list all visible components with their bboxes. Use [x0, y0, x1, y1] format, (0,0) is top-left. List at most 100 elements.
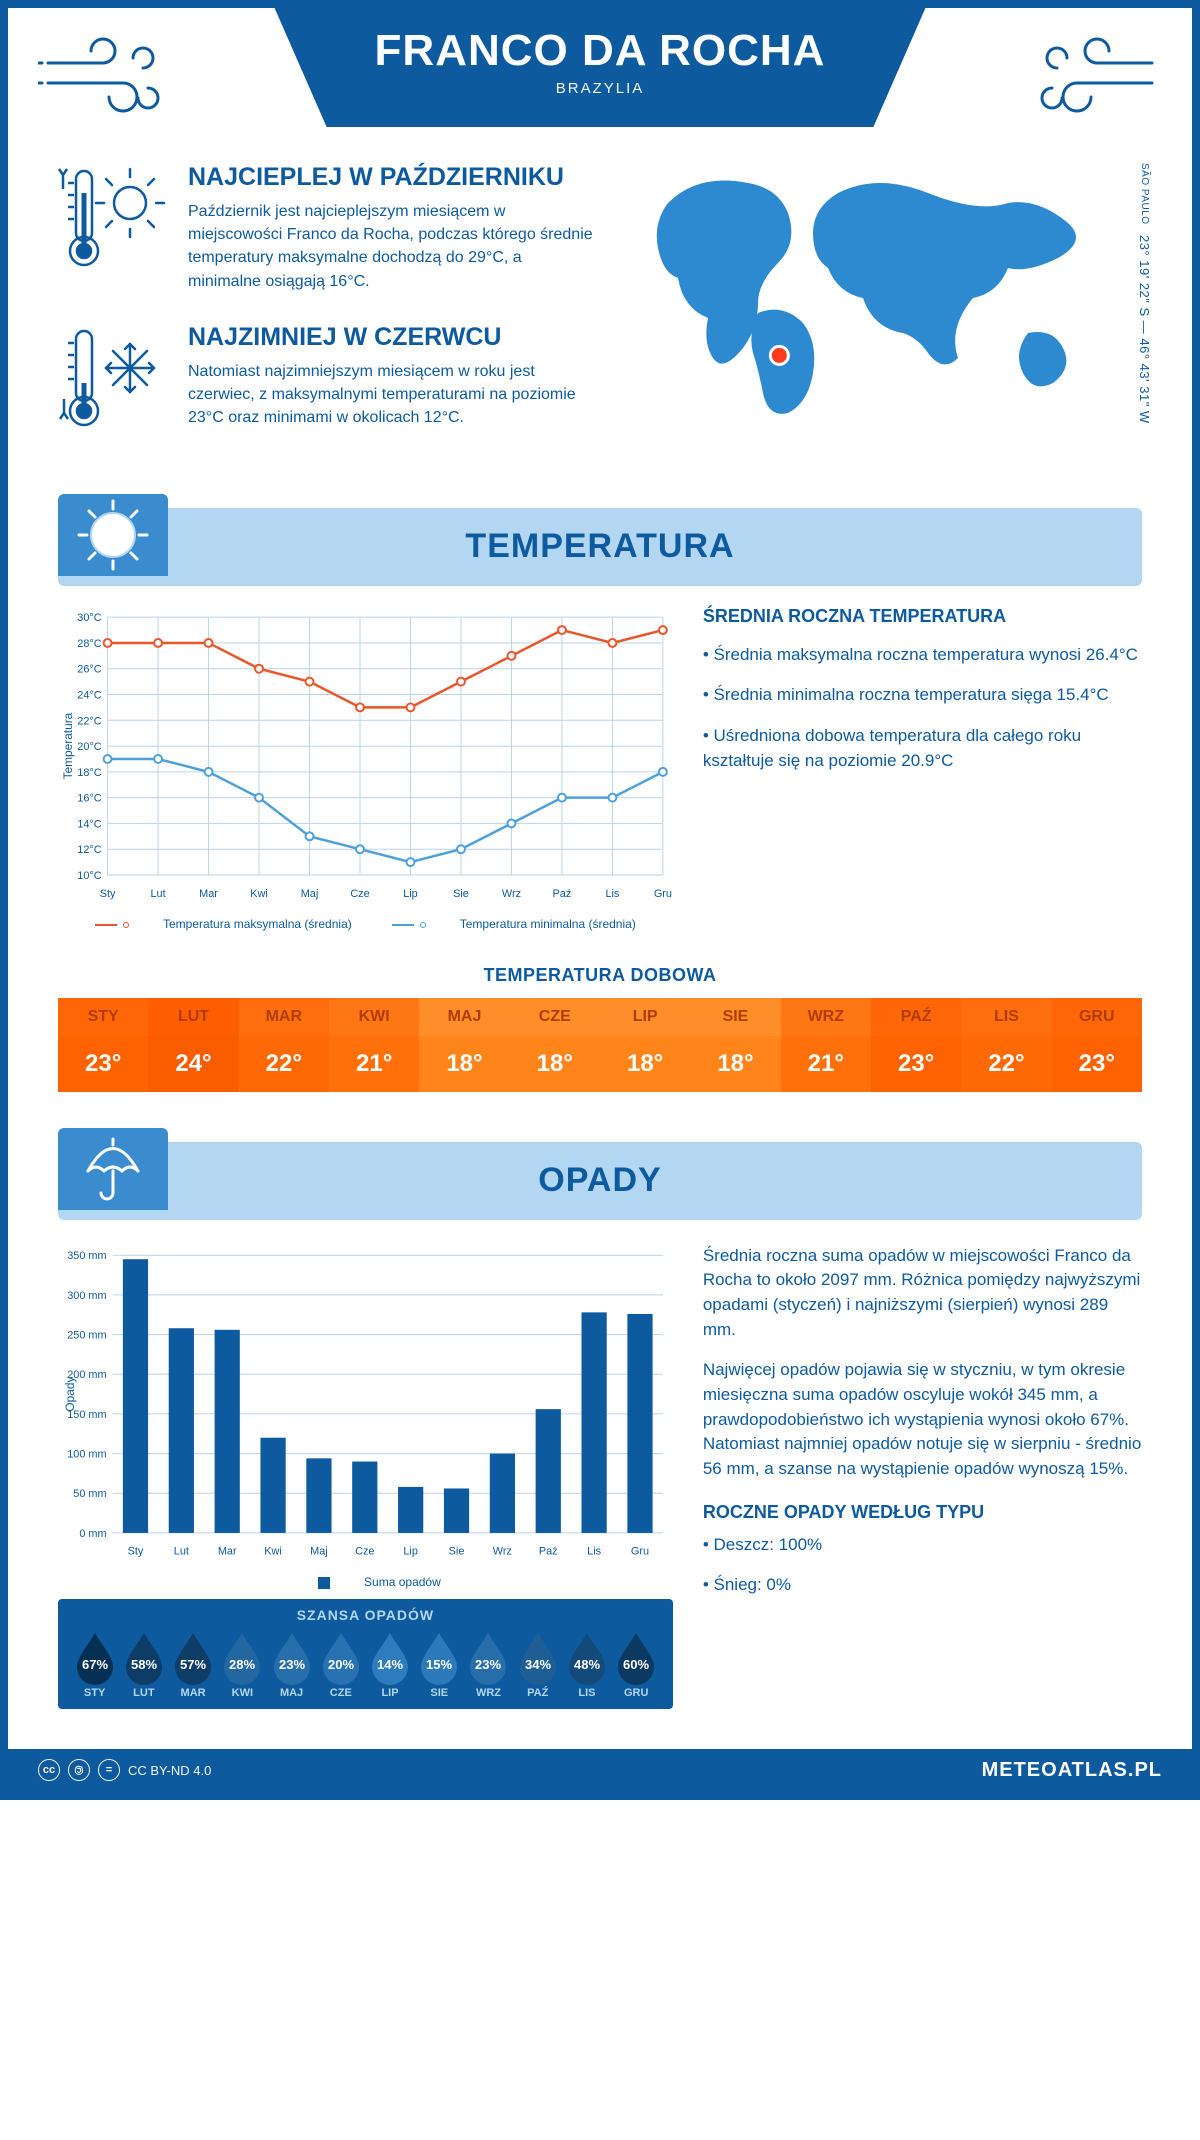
region-label: SÃO PAULO [1139, 163, 1150, 225]
temperature-chart-box: 10°C12°C14°C16°C18°C20°C22°C24°C26°C28°C… [58, 606, 673, 931]
legend-min: Temperatura minimalna (średnia) [392, 917, 636, 931]
svg-text:Lis: Lis [587, 1545, 601, 1557]
daily-col: MAR 22° [239, 998, 329, 1092]
svg-text:Paź: Paź [539, 1545, 558, 1557]
temperature-banner: TEMPERATURA [58, 508, 1142, 586]
by-icon: 🄯 [68, 1759, 90, 1781]
site-name: METEOATLAS.PL [982, 1759, 1162, 1782]
temp-bullet: • Średnia minimalna roczna temperatura s… [703, 683, 1142, 708]
page-footer: cc 🄯 = CC BY-ND 4.0 METEOATLAS.PL [8, 1749, 1192, 1792]
svg-text:Wrz: Wrz [493, 1545, 512, 1557]
title-banner: FRANCO DA ROCHA BRAZYLIA [275, 8, 926, 127]
svg-text:Kwi: Kwi [264, 1545, 282, 1557]
svg-text:24°C: 24°C [77, 689, 101, 701]
sun-tab-icon [58, 494, 168, 576]
rain-drop: 60% GRU [612, 1631, 661, 1699]
svg-text:57%: 57% [180, 1657, 206, 1672]
city-title: FRANCO DA ROCHA [375, 26, 826, 76]
umbrella-tab-icon [58, 1128, 168, 1210]
svg-text:0 mm: 0 mm [79, 1528, 106, 1540]
svg-text:Lut: Lut [174, 1545, 189, 1557]
svg-text:Opady: Opady [63, 1376, 77, 1411]
daily-col: LUT 24° [148, 998, 238, 1092]
svg-text:Mar: Mar [218, 1545, 237, 1557]
rain-drop: 15% SIE [415, 1631, 464, 1699]
temp-bullet: • Uśredniona dobowa temperatura dla całe… [703, 724, 1142, 773]
daily-col: MAJ 18° [419, 998, 509, 1092]
svg-text:Lip: Lip [403, 1545, 418, 1557]
rain-chart-box: 0 mm50 mm100 mm150 mm200 mm250 mm300 mm3… [58, 1244, 673, 1709]
svg-text:Sie: Sie [453, 888, 469, 900]
svg-text:Wrz: Wrz [502, 888, 521, 900]
svg-text:22°C: 22°C [77, 715, 101, 727]
svg-text:23%: 23% [279, 1657, 305, 1672]
svg-text:20%: 20% [328, 1657, 354, 1672]
wind-icon-right [1032, 28, 1162, 133]
world-map-icon [628, 163, 1098, 428]
svg-text:Mar: Mar [199, 888, 218, 900]
legend-max: Temperatura maksymalna (średnia) [95, 917, 352, 931]
svg-text:Maj: Maj [301, 888, 319, 900]
svg-text:23%: 23% [475, 1657, 501, 1672]
svg-text:30°C: 30°C [77, 612, 101, 624]
svg-text:Paź: Paź [553, 888, 572, 900]
rain-chance-drops: 67% STY 58% LUT 57% MAR 28% KWI 23% MAJ … [70, 1631, 661, 1699]
svg-text:28%: 28% [229, 1657, 255, 1672]
intro-section: NAJCIEPLEJ W PAŹDZIERNIKU Październik je… [8, 133, 1192, 498]
svg-text:67%: 67% [82, 1657, 108, 1672]
intro-facts: NAJCIEPLEJ W PAŹDZIERNIKU Październik je… [58, 163, 598, 468]
rain-body: 0 mm50 mm100 mm150 mm200 mm250 mm300 mm3… [8, 1220, 1192, 1719]
rain-chance-title: SZANSA OPADÓW [70, 1607, 661, 1623]
rain-drop: 28% KWI [218, 1631, 267, 1699]
svg-text:Sty: Sty [100, 888, 116, 900]
rain-paragraph: Najwięcej opadów pojawia się w styczniu,… [703, 1358, 1142, 1481]
daily-col: CZE 18° [510, 998, 600, 1092]
daily-col: LIS 22° [961, 998, 1051, 1092]
rain-type-item: • Śnieg: 0% [703, 1573, 1142, 1598]
temperature-legend: Temperatura maksymalna (średnia) Tempera… [58, 917, 673, 931]
svg-text:Temperatura: Temperatura [61, 712, 75, 779]
rain-side-text: Średnia roczna suma opadów w miejscowośc… [703, 1244, 1142, 1709]
svg-text:Cze: Cze [355, 1545, 374, 1557]
daily-col: SIE 18° [690, 998, 780, 1092]
svg-text:60%: 60% [623, 1657, 649, 1672]
rain-legend-item: Suma opadów [290, 1575, 441, 1589]
country-subtitle: BRAZYLIA [375, 80, 826, 97]
temp-bullet: • Średnia maksymalna roczna temperatura … [703, 643, 1142, 668]
svg-text:250 mm: 250 mm [67, 1329, 106, 1341]
svg-text:Gru: Gru [654, 888, 672, 900]
rain-drop: 20% CZE [316, 1631, 365, 1699]
wind-icon-left [38, 28, 168, 133]
rain-banner: OPADY [58, 1142, 1142, 1220]
rain-type-item: • Deszcz: 100% [703, 1533, 1142, 1558]
svg-text:Gru: Gru [631, 1545, 649, 1557]
rain-drop: 34% PAŹ [513, 1631, 562, 1699]
rain-drop: 14% LIP [365, 1631, 414, 1699]
page-container: FRANCO DA ROCHA BRAZYLIA [0, 0, 1200, 1800]
svg-text:12°C: 12°C [77, 844, 101, 856]
svg-text:10°C: 10°C [77, 870, 101, 882]
daily-col: STY 23° [58, 998, 148, 1092]
fact-hottest: NAJCIEPLEJ W PAŹDZIERNIKU Październik je… [58, 163, 598, 293]
svg-text:Maj: Maj [310, 1545, 328, 1557]
thermometer-sun-icon [58, 163, 168, 293]
svg-text:50 mm: 50 mm [73, 1488, 106, 1500]
svg-text:26°C: 26°C [77, 663, 101, 675]
rain-drop: 57% MAR [168, 1631, 217, 1699]
svg-text:100 mm: 100 mm [67, 1448, 106, 1460]
svg-text:48%: 48% [574, 1657, 600, 1672]
daily-temp-table: STY 23°LUT 24°MAR 22°KWI 21°MAJ 18°CZE 1… [58, 998, 1142, 1092]
svg-text:Sie: Sie [449, 1545, 465, 1557]
fact-coldest: NAJZIMNIEJ W CZERWCU Natomiast najzimnie… [58, 323, 598, 438]
rain-paragraph: Średnia roczna suma opadów w miejscowośc… [703, 1244, 1142, 1343]
svg-text:350 mm: 350 mm [67, 1250, 106, 1262]
map-block: SÃO PAULO 23° 19' 22" S — 46° 43' 31" W [628, 163, 1142, 468]
svg-text:14%: 14% [377, 1657, 403, 1672]
daily-col: PAŹ 23° [871, 998, 961, 1092]
svg-text:18°C: 18°C [77, 767, 101, 779]
daily-col: KWI 21° [329, 998, 419, 1092]
svg-text:Cze: Cze [350, 888, 369, 900]
svg-text:34%: 34% [525, 1657, 551, 1672]
temperature-body: 10°C12°C14°C16°C18°C20°C22°C24°C26°C28°C… [8, 586, 1192, 941]
rain-bar-chart: 0 mm50 mm100 mm150 mm200 mm250 mm300 mm3… [58, 1244, 673, 1564]
